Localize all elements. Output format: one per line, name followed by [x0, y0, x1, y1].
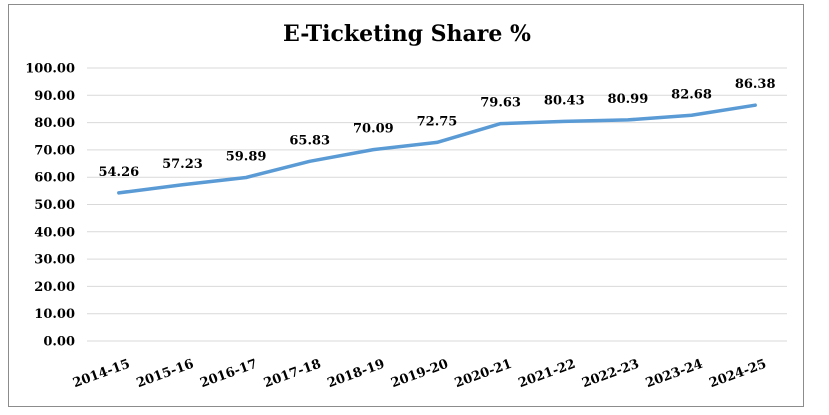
x-tick-label: 2022-23	[580, 357, 641, 392]
x-tick-label: 2021-22	[516, 357, 577, 392]
data-label: 80.99	[608, 92, 649, 107]
data-label: 65.83	[289, 133, 330, 148]
y-tick-label: 100.00	[25, 62, 75, 77]
data-labels: 54.26 57.23 59.89 65.83 70.09 72.75 79.63 80.43…	[98, 77, 775, 180]
y-tick-label: 60.00	[34, 171, 75, 186]
data-label: 79.63	[480, 96, 521, 111]
x-tick-label: 2019-20	[389, 357, 450, 392]
y-tick-label: 50.00	[34, 198, 75, 213]
x-axis-ticks: 2014-15 2015-16 2016-17 2017-18 2018-19 2019-…	[71, 357, 769, 392]
data-label: 80.43	[544, 93, 585, 108]
x-tick-label: 2024-25	[707, 357, 768, 392]
chart-area: E-Ticketing Share % 0.00 10.00 20.00 30.00 4…	[8, 4, 804, 407]
series-layer	[117, 103, 757, 195]
x-tick-label: 2016-17	[198, 357, 259, 392]
line-chart: E-Ticketing Share % 0.00 10.00 20.00 30.00 4…	[25, 21, 787, 392]
y-tick-label: 10.00	[34, 307, 75, 322]
y-tick-label: 90.00	[34, 89, 75, 104]
y-tick-label: 70.00	[34, 143, 75, 158]
y-tick-label: 20.00	[34, 280, 75, 295]
data-label: 57.23	[162, 157, 203, 172]
x-tick-label: 2023-24	[644, 357, 705, 392]
data-label: 70.09	[353, 122, 394, 137]
gridlines	[87, 67, 787, 342]
data-label: 86.38	[735, 77, 776, 92]
y-axis-ticks: 0.00 10.00 20.00 30.00 40.00 50.00 60.00 70.00 8…	[25, 62, 75, 350]
x-tick-label: 2017-18	[262, 357, 323, 392]
data-label: 54.26	[98, 165, 139, 180]
y-tick-label: 0.00	[43, 335, 75, 350]
x-tick-label: 2020-21	[453, 357, 514, 392]
y-tick-label: 80.00	[34, 116, 75, 131]
x-tick-label: 2018-19	[326, 357, 387, 392]
x-tick-label: 2014-15	[71, 357, 132, 392]
y-tick-label: 40.00	[34, 225, 75, 240]
series-line	[117, 103, 757, 195]
y-tick-label: 30.00	[34, 253, 75, 268]
data-label: 82.68	[671, 87, 712, 102]
data-label: 59.89	[226, 150, 267, 165]
x-tick-label: 2015-16	[135, 357, 196, 392]
chart-title: E-Ticketing Share %	[283, 21, 531, 47]
data-label: 72.75	[417, 114, 458, 129]
